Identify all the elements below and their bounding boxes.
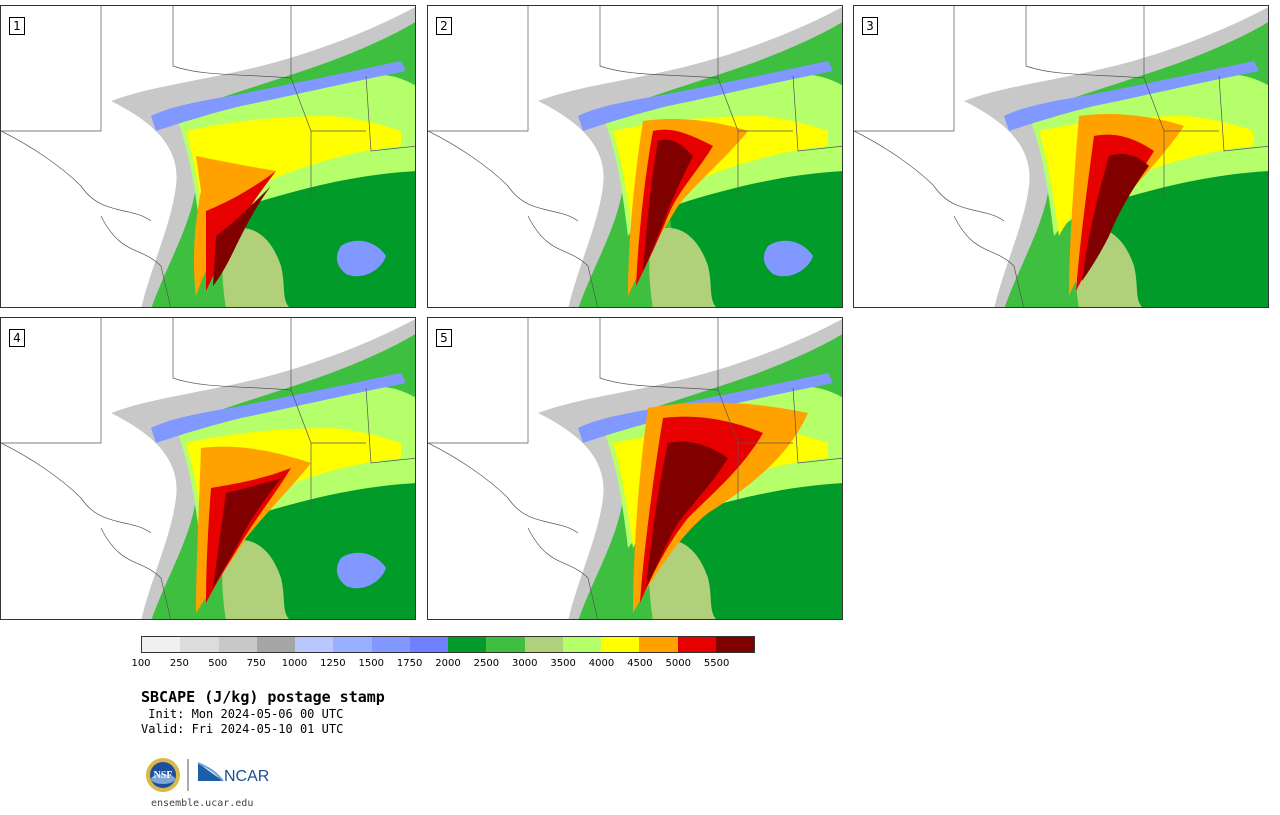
- panel-number: 4: [9, 329, 25, 347]
- colorbar-tick-label: 5500: [703, 658, 730, 669]
- cape-ridge: [206, 171, 276, 291]
- colorbar-segment: [601, 637, 640, 652]
- cape-ridge: [213, 478, 281, 588]
- colorbar-tick-label: 2000: [435, 658, 461, 669]
- cape-ridge: [1082, 154, 1149, 281]
- cape-region: [1004, 61, 1259, 131]
- sbcape-map: [1, 318, 415, 619]
- colorbar-tick-label: 2500: [473, 658, 500, 669]
- colorbar-segment: [639, 637, 678, 652]
- colorbar-segment: [562, 637, 601, 652]
- colorbar-segment: [409, 637, 448, 652]
- colorbar-segment: [218, 637, 257, 652]
- colorbar-tick-label: 500: [208, 658, 228, 669]
- colorbar-tick-label: 1500: [358, 658, 384, 669]
- colorbar-tick-label: 750: [246, 658, 266, 669]
- cape-ridge: [646, 441, 728, 588]
- colorbar-segment: [448, 637, 487, 652]
- nsf-text: NSF: [154, 770, 173, 781]
- cape-region: [151, 373, 406, 443]
- colorbar-segment: [333, 637, 372, 652]
- colorbar-segment: [256, 637, 295, 652]
- panel-number: 3: [862, 17, 878, 35]
- ncar-text: NCAR: [224, 768, 269, 785]
- colorbar-segment: [677, 637, 716, 652]
- cape-pocket: [336, 240, 386, 277]
- map-title: SBCAPE (J/kg) postage stamp: [141, 688, 385, 706]
- state-boundaries: [854, 6, 1268, 307]
- state-boundaries: [1, 6, 415, 307]
- site-url: ensemble.ucar.edu: [151, 798, 254, 809]
- stamp-panel-2: 2: [427, 5, 843, 308]
- cape-region: [578, 61, 833, 131]
- init-time: Init: Mon 2024-05-06 00 UTC: [141, 707, 344, 721]
- cape-pocket: [763, 240, 813, 277]
- cape-ridge: [193, 156, 276, 296]
- colorbar-tick-label: 3000: [512, 658, 538, 669]
- colorbar-segment: [371, 637, 410, 652]
- colorbar-segment: [486, 637, 525, 652]
- panel-number: 1: [9, 17, 25, 35]
- state-boundaries: [1, 318, 415, 619]
- sbcape-map: [1, 6, 415, 307]
- logos: NSF NCAR: [145, 757, 275, 793]
- cape-pocket: [336, 552, 386, 589]
- colorbar-tick-label: 1750: [396, 658, 423, 669]
- sbcape-map: [854, 6, 1268, 307]
- panel-number: 2: [436, 17, 452, 35]
- ncar-logo: NCAR: [197, 762, 269, 785]
- colorbar-tick-label: 3500: [550, 658, 576, 669]
- colorbar-tick-label: 100: [131, 658, 151, 669]
- colorbar-ticks: 100 250 500 750 1000 1250 1500 1750 2000 2500 3000…: [131, 658, 755, 672]
- stamp-panel-4: 4: [0, 317, 416, 620]
- cape-ridge: [213, 186, 271, 286]
- cape-region: [222, 227, 290, 307]
- colorbar-segment: [524, 637, 563, 652]
- cape-region: [222, 539, 290, 619]
- stamp-panel-1: 1: [0, 5, 416, 308]
- colorbar-tick-label: 4000: [588, 658, 615, 669]
- colorbar-segment: [715, 637, 754, 652]
- cape-region: [668, 478, 842, 619]
- colorbar-tick-label: 1000: [281, 658, 308, 669]
- colorbar-segment: [180, 637, 219, 652]
- colorbar-segment: [295, 637, 334, 652]
- panel-number: 5: [436, 329, 452, 347]
- stamp-panel-5: 5: [427, 317, 843, 620]
- cape-region: [151, 61, 406, 131]
- sbcape-map: [428, 318, 842, 619]
- state-boundaries: [428, 6, 842, 307]
- cape-region: [649, 227, 717, 307]
- valid-time: Valid: Fri 2024-05-10 01 UTC: [141, 722, 344, 736]
- state-boundaries: [428, 318, 842, 619]
- colorbar-tick-label: 1250: [320, 658, 346, 669]
- stamp-panel-3: 3: [853, 5, 1269, 308]
- colorbar-tick-label: 250: [169, 658, 189, 669]
- colorbar-segment: [142, 637, 181, 652]
- nsf-logo: NSF: [146, 758, 180, 792]
- cape-region: [186, 116, 401, 236]
- colorbar-tick-label: 5000: [665, 658, 691, 669]
- cape-region: [1094, 166, 1268, 307]
- sbcape-map: [428, 6, 842, 307]
- colorbar: [141, 636, 755, 653]
- colorbar-tick-label: 4500: [627, 658, 653, 669]
- cape-ridge: [643, 139, 693, 271]
